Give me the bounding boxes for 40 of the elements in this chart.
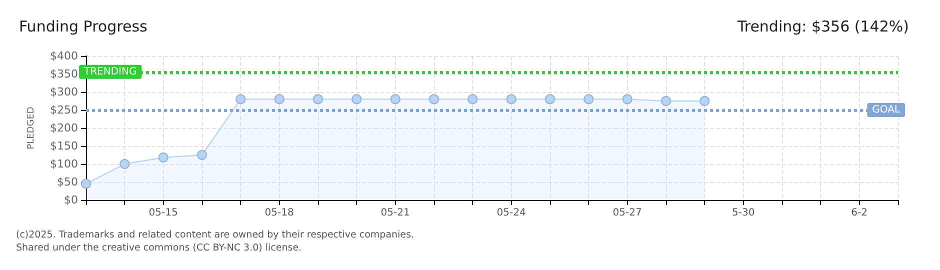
text: (c)2025. Trademarks and related content are owned by their respective companies. <box>16 230 414 240</box>
y-tick-label: $400 <box>50 50 78 62</box>
x-tick-label: 05-24 <box>496 208 526 218</box>
ref-line-label: TRENDING <box>83 66 137 78</box>
y-tick-label: $150 <box>50 140 78 152</box>
x-tick-label: 5-30 <box>732 208 755 218</box>
y-tick-label: $50 <box>57 176 78 188</box>
point <box>700 96 710 106</box>
y-tick-label: $0 <box>64 194 78 206</box>
point <box>158 152 168 163</box>
x-tick-label: 05-27 <box>612 208 642 218</box>
y-tick-label: $350 <box>50 68 78 80</box>
y-tick-label: $250 <box>50 104 78 116</box>
x-tick-label: 05-15 <box>148 208 178 218</box>
point <box>81 178 91 189</box>
point <box>584 94 594 104</box>
chart-subtitle: Trending: $356 (142%) <box>736 18 910 36</box>
point <box>545 94 555 104</box>
point <box>313 94 323 104</box>
y-axis-title: PLEDGED <box>26 106 36 150</box>
x-tick-label: 6-2 <box>851 208 868 218</box>
point <box>390 94 400 104</box>
point <box>236 94 246 104</box>
point <box>274 94 284 104</box>
x-tick-label: 05-21 <box>380 208 410 218</box>
point <box>622 94 632 104</box>
point <box>429 94 439 104</box>
point <box>197 150 207 160</box>
x-tick-label: 05-18 <box>264 208 294 218</box>
point <box>506 94 516 104</box>
point <box>661 96 671 106</box>
y-tick-label: $300 <box>50 86 78 98</box>
y-tick-label: $200 <box>50 122 78 134</box>
y-tick-label: $100 <box>50 158 78 170</box>
point <box>352 94 362 104</box>
text: Shared under the creative commons (CC BY-NC 3.0) license. <box>16 242 302 254</box>
chart-title: Funding Progress <box>19 18 148 36</box>
point <box>468 94 478 104</box>
point <box>120 159 130 169</box>
ref-line-label: GOAL <box>872 104 900 116</box>
